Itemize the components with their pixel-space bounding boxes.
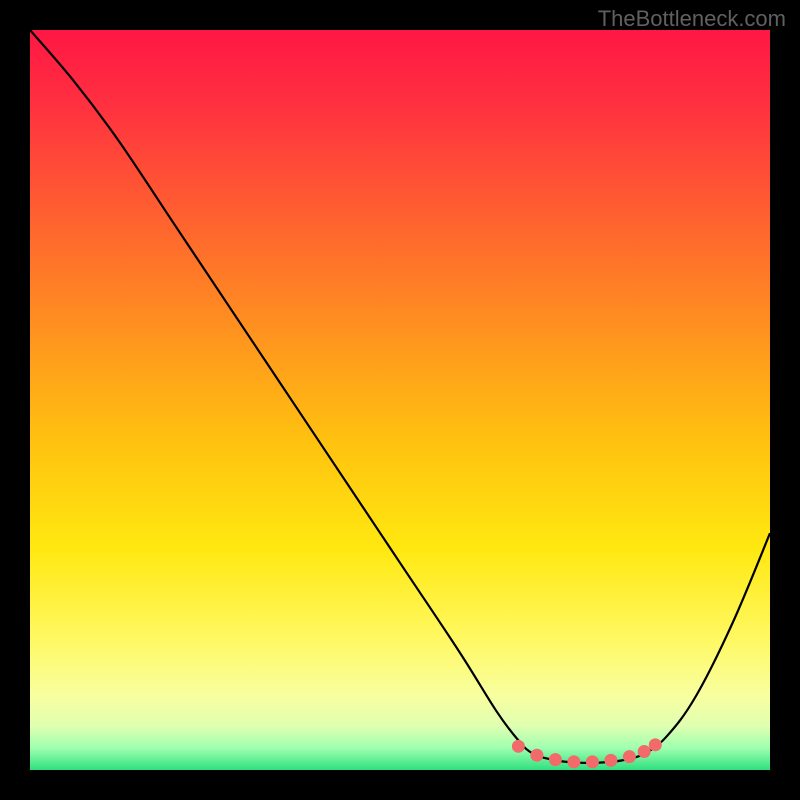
marker-dot [649,738,662,751]
marker-dot [604,754,617,767]
marker-dot [530,749,543,762]
marker-dot [567,755,580,768]
marker-dot [549,753,562,766]
marker-dot [512,740,525,753]
marker-dot [586,755,599,768]
plot-background [30,30,770,770]
bottleneck-chart [0,0,800,800]
marker-dot [623,750,636,763]
chart-container: TheBottleneck.com [0,0,800,800]
watermark-label: TheBottleneck.com [598,6,786,32]
marker-dot [638,745,651,758]
